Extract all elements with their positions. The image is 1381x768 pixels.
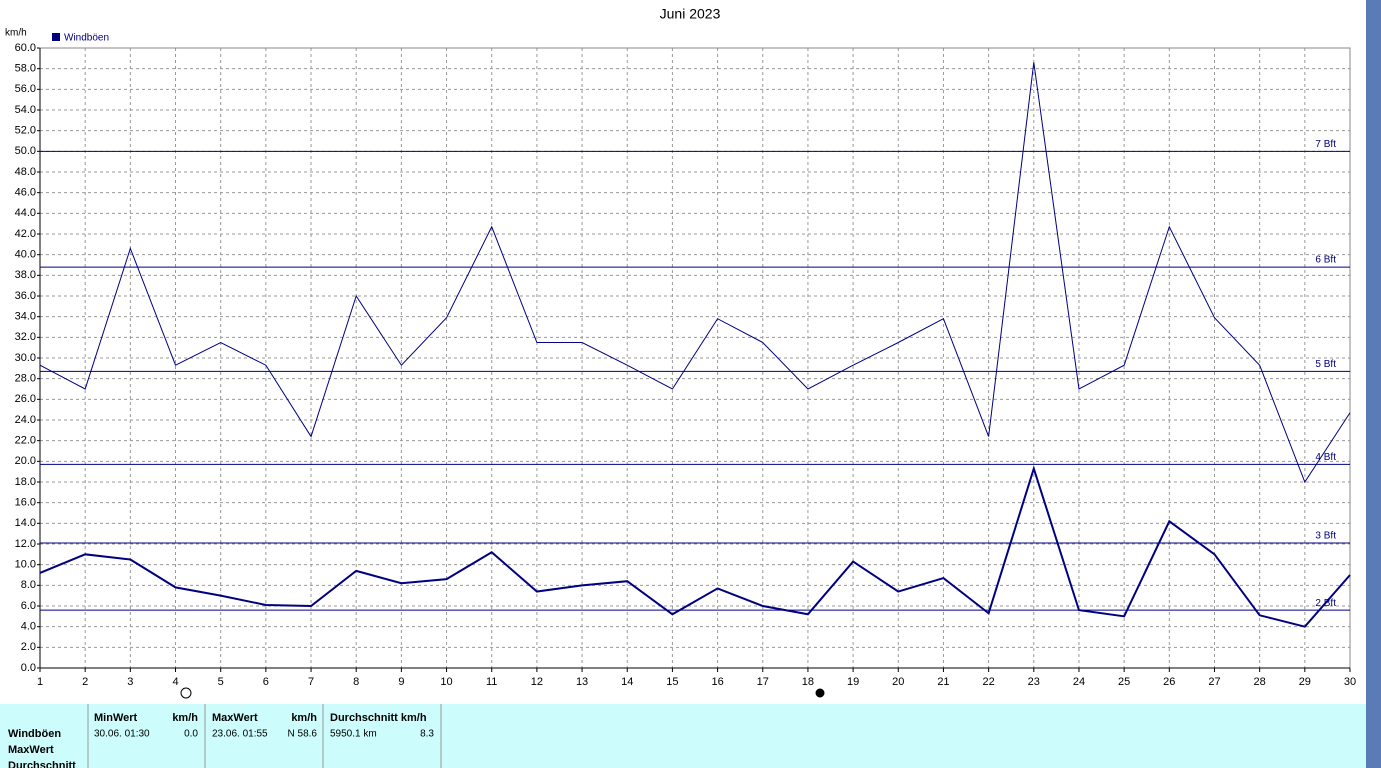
col-unit: km/h xyxy=(291,712,317,724)
side-strip xyxy=(1366,0,1381,768)
plot: 0.0 2.0 4.0 6.0 8.0 10.0 12.0 14.0 16.0 18.0 20.0 2… xyxy=(15,33,1357,688)
data-line xyxy=(39,465,1351,628)
summary-table: Windböen MaxWert Durchschnitt MinWert km… xyxy=(8,704,442,768)
y-tick-label: 44.0 xyxy=(15,207,36,219)
y-tick-label: 22.0 xyxy=(15,435,36,447)
y-tick-label: 20.0 xyxy=(15,455,36,467)
row-label: MaxWert xyxy=(8,744,54,756)
x-tick-label: 5 xyxy=(218,676,224,688)
x-tick-label: 13 xyxy=(576,676,588,688)
reference-label: 3 Bft xyxy=(1315,531,1336,542)
x-tick-label: 1 xyxy=(37,676,43,688)
x-tick-label: 20 xyxy=(892,676,904,688)
chart-title: Juni 2023 xyxy=(660,6,721,22)
y-tick-label: 52.0 xyxy=(15,125,36,137)
cell: 5950.1 km xyxy=(330,729,377,740)
x-tick-label: 6 xyxy=(263,676,269,688)
y-tick-label: 56.0 xyxy=(15,83,36,95)
y-tick-label: 48.0 xyxy=(15,166,36,178)
y-tick-label: 38.0 xyxy=(15,269,36,281)
x-tick-label: 28 xyxy=(1254,676,1266,688)
x-tick-label: 26 xyxy=(1163,676,1175,688)
x-tick-label: 12 xyxy=(531,676,543,688)
x-tick-label: 8 xyxy=(353,676,359,688)
x-tick-label: 2 xyxy=(82,676,88,688)
x-tick-label: 4 xyxy=(172,676,178,688)
x-tick-label: 15 xyxy=(666,676,678,688)
cell: N 58.6 xyxy=(288,729,318,740)
x-tick-label: 25 xyxy=(1118,676,1130,688)
y-tick-label: 32.0 xyxy=(15,331,36,343)
y-tick-label: 26.0 xyxy=(15,393,36,405)
x-tick-label: 30 xyxy=(1344,676,1356,688)
row-label: Durchschnitt xyxy=(8,760,76,768)
y-tick-label: 42.0 xyxy=(15,228,36,240)
y-axis-label: km/h xyxy=(5,28,27,39)
moon-icon xyxy=(180,687,192,699)
legend-swatch xyxy=(52,33,60,41)
x-tick-label: 9 xyxy=(398,676,404,688)
cell: 30.06. 01:30 xyxy=(94,729,150,740)
y-tick-label: 40.0 xyxy=(15,249,36,261)
row-label: Windböen xyxy=(8,728,61,740)
x-tick-label: 23 xyxy=(1028,676,1040,688)
cell: 8.3 xyxy=(420,729,434,740)
x-tick-label: 29 xyxy=(1299,676,1311,688)
y-tick-label: 2.0 xyxy=(21,641,36,653)
y-tick-label: 6.0 xyxy=(21,600,36,612)
x-tick-label: 7 xyxy=(308,676,314,688)
x-tick-label: 22 xyxy=(982,676,994,688)
cell: 0.0 xyxy=(184,729,198,740)
x-tick-label: 19 xyxy=(847,676,859,688)
y-tick-label: 4.0 xyxy=(21,621,36,633)
y-tick-label: 34.0 xyxy=(15,311,36,323)
x-tick-label: 3 xyxy=(127,676,133,688)
x-tick-label: 16 xyxy=(711,676,723,688)
y-tick-label: 8.0 xyxy=(21,579,36,591)
y-tick-label: 36.0 xyxy=(15,290,36,302)
reference-label: 6 Bft xyxy=(1315,255,1336,266)
reference-label: 5 Bft xyxy=(1315,359,1336,370)
moon-icon xyxy=(815,688,825,698)
summary-panel xyxy=(0,704,1366,768)
y-tick-label: 58.0 xyxy=(15,63,36,75)
col-header: MinWert xyxy=(94,712,138,724)
cell: 23.06. 01:55 xyxy=(212,729,268,740)
y-tick-label: 54.0 xyxy=(15,104,36,116)
x-tick-label: 24 xyxy=(1073,676,1085,688)
x-tick-label: 21 xyxy=(937,676,949,688)
y-tick-label: 0.0 xyxy=(21,662,36,674)
x-tick-label: 18 xyxy=(802,676,814,688)
y-tick-label: 50.0 xyxy=(15,145,36,157)
y-tick-label: 18.0 xyxy=(15,476,36,488)
legend-label: Windböen xyxy=(64,33,109,44)
x-tick-label: 10 xyxy=(440,676,452,688)
reference-label: 4 Bft xyxy=(1315,452,1336,463)
y-tick-label: 24.0 xyxy=(15,414,36,426)
reference-label: 7 Bft xyxy=(1315,139,1336,150)
data-line xyxy=(39,62,1351,484)
col-unit: km/h xyxy=(172,712,198,724)
x-tick-label: 14 xyxy=(621,676,633,688)
x-tick-label: 11 xyxy=(486,676,497,688)
y-tick-label: 28.0 xyxy=(15,373,36,385)
col-header: MaxWert xyxy=(212,712,258,724)
y-tick-label: 10.0 xyxy=(15,559,36,571)
y-tick-label: 60.0 xyxy=(15,42,36,54)
y-tick-label: 14.0 xyxy=(15,517,36,529)
y-tick-label: 30.0 xyxy=(15,352,36,364)
y-tick-label: 46.0 xyxy=(15,187,36,199)
col-header: Durchschnitt km/h xyxy=(330,712,427,724)
y-tick-label: 16.0 xyxy=(15,497,36,509)
y-tick-label: 12.0 xyxy=(15,538,36,550)
x-tick-label: 17 xyxy=(757,676,769,688)
x-tick-label: 27 xyxy=(1208,676,1220,688)
